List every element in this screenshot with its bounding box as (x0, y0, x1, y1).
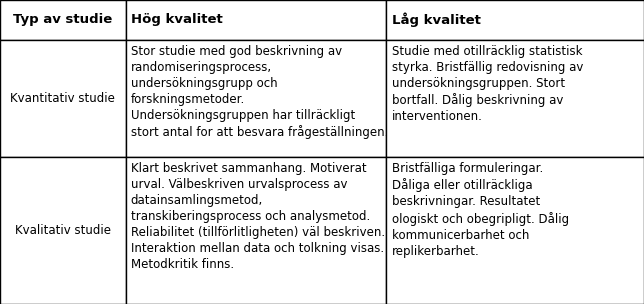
Text: Kvantitativ studie: Kvantitativ studie (10, 92, 115, 105)
Bar (126, 0, 386, 40)
Text: Bristfälliga formuleringar.
Dåliga eller otillräckliga
beskrivningar. Resultatet: Bristfälliga formuleringar. Dåliga eller… (392, 162, 569, 257)
Bar (386, 40, 644, 157)
Bar (386, 157, 644, 304)
Text: Kvalitativ studie: Kvalitativ studie (15, 224, 111, 237)
Text: Typ av studie: Typ av studie (13, 13, 113, 26)
Bar (0, 40, 126, 157)
Bar (126, 40, 386, 157)
Bar (0, 157, 126, 304)
Text: Stor studie med god beskrivning av
randomiseringsprocess,
undersökningsgrupp och: Stor studie med god beskrivning av rando… (131, 45, 388, 139)
Bar (386, 0, 644, 40)
Text: Klart beskrivet sammanhang. Motiverat
urval. Välbeskriven urvalsprocess av
datai: Klart beskrivet sammanhang. Motiverat ur… (131, 162, 385, 271)
Bar (0, 0, 126, 40)
Text: Hög kvalitet: Hög kvalitet (131, 13, 222, 26)
Text: Låg kvalitet: Låg kvalitet (392, 12, 480, 27)
Text: Studie med otillräcklig statistisk
styrka. Bristfällig redovisning av
undersökni: Studie med otillräcklig statistisk styrk… (392, 45, 583, 123)
Bar (126, 157, 386, 304)
